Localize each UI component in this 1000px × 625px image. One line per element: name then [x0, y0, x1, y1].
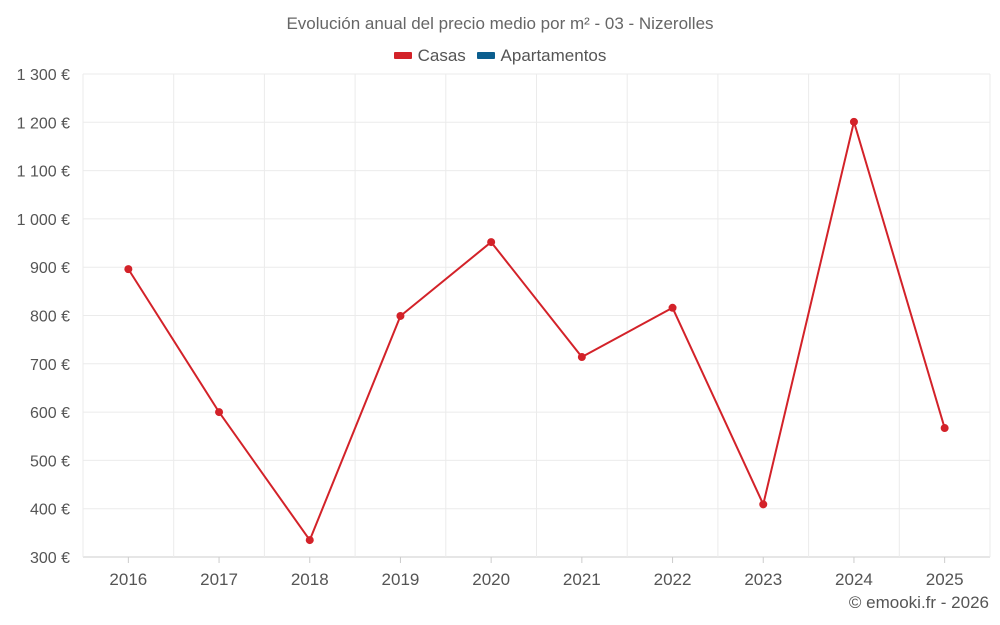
copyright: © emooki.fr - 2026: [848, 593, 989, 612]
series-line-casas: [127, 120, 946, 542]
y-tick-label: 1 300 €: [17, 67, 70, 84]
y-tick-label: 700 €: [30, 357, 70, 374]
legend-label-casas: Casas: [417, 45, 466, 65]
y-tick-label: 800 €: [30, 309, 70, 326]
y-tick-label: 1 100 €: [17, 164, 70, 181]
x-tick-label: 2025: [926, 570, 964, 589]
x-tick-label: 2024: [835, 570, 873, 589]
x-tick-label: 2021: [563, 570, 601, 589]
data-point-casas: [759, 500, 768, 509]
data-point-casas: [396, 311, 405, 320]
data-point-casas: [305, 536, 314, 545]
x-tick-label: 2023: [744, 570, 782, 589]
x-tick-label: 2019: [382, 570, 420, 589]
y-tick-label: 1 200 €: [17, 115, 70, 132]
data-point-casas: [487, 238, 496, 247]
chart-title: Evolución anual del precio medio por m² …: [286, 14, 714, 33]
y-tick-label: 600 €: [30, 405, 70, 422]
legend: Casas Apartamentos: [0, 44, 1000, 66]
data-point-casas: [577, 353, 586, 362]
data-point-casas: [940, 424, 949, 433]
data-point-casas: [668, 303, 677, 312]
legend-label-apartamentos: Apartamentos: [500, 45, 607, 65]
y-tick-label: 500 €: [30, 453, 70, 470]
x-tick-label: 2018: [291, 570, 329, 589]
legend-swatch-casas: [393, 52, 412, 59]
data-point-casas: [215, 408, 224, 417]
x-tick-label: 2017: [200, 570, 238, 589]
legend-item-apartamentos[interactable]: Apartamentos: [476, 45, 607, 66]
x-tick-label: 2016: [109, 570, 147, 589]
legend-swatch-apartamentos: [476, 52, 495, 59]
data-point-casas: [124, 265, 133, 274]
x-tick-label: 2022: [654, 570, 692, 589]
data-point-casas: [849, 117, 858, 126]
x-tick-label: 2020: [472, 570, 510, 589]
y-tick-label: 400 €: [30, 502, 70, 519]
y-tick-label: 300 €: [30, 550, 70, 567]
legend-item-casas[interactable]: Casas: [393, 45, 466, 66]
y-tick-label: 900 €: [30, 260, 70, 277]
y-tick-label: 1 000 €: [17, 212, 70, 229]
